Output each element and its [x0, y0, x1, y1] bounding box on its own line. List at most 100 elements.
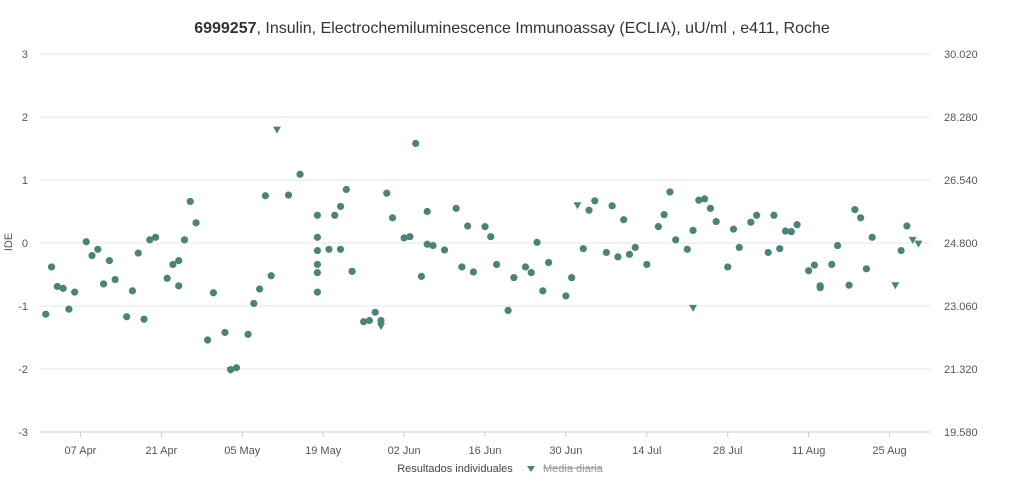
data-point[interactable] [666, 188, 674, 196]
daily-mean-marker[interactable] [891, 282, 900, 290]
data-point[interactable] [296, 170, 304, 178]
data-point[interactable] [423, 207, 431, 216]
data-point[interactable] [568, 274, 576, 282]
data-point[interactable] [365, 316, 374, 325]
data-point[interactable] [65, 305, 73, 313]
data-point[interactable] [845, 281, 853, 289]
data-point[interactable] [614, 253, 622, 261]
data-point[interactable] [464, 222, 472, 230]
data-point[interactable] [53, 282, 61, 291]
data-point[interactable] [539, 287, 547, 295]
data-point[interactable] [250, 299, 258, 308]
data-point[interactable] [423, 240, 431, 248]
data-point[interactable] [747, 218, 755, 226]
data-point[interactable] [400, 234, 408, 242]
data-point[interactable] [770, 211, 778, 219]
data-point[interactable] [620, 216, 628, 224]
data-point[interactable] [753, 211, 761, 219]
data-point[interactable] [562, 292, 570, 300]
data-point[interactable] [186, 197, 194, 206]
daily-mean-marker[interactable] [226, 367, 235, 375]
legend-item-individual[interactable]: Resultados individuales [397, 463, 513, 475]
data-point[interactable] [175, 257, 183, 265]
data-point[interactable] [417, 272, 426, 280]
data-point[interactable] [140, 315, 148, 323]
data-point[interactable] [313, 246, 322, 255]
data-point[interactable] [787, 228, 795, 236]
data-point[interactable] [701, 195, 709, 203]
data-point[interactable] [261, 192, 269, 200]
data-point[interactable] [313, 211, 322, 219]
data-point[interactable] [146, 236, 154, 244]
daily-mean-marker[interactable] [376, 323, 385, 331]
data-point[interactable] [631, 243, 639, 252]
data-point[interactable] [487, 233, 495, 241]
data-point[interactable] [510, 274, 518, 282]
data-point[interactable] [857, 214, 865, 222]
data-point[interactable] [533, 238, 541, 246]
data-point[interactable] [267, 272, 275, 280]
data-point[interactable] [203, 336, 212, 344]
data-point[interactable] [151, 233, 160, 241]
data-point[interactable] [643, 260, 651, 269]
data-point[interactable] [504, 306, 512, 315]
data-point[interactable] [776, 245, 784, 253]
daily-mean-marker[interactable] [689, 304, 698, 312]
data-point[interactable] [336, 202, 345, 211]
data-point[interactable] [192, 219, 200, 227]
data-point[interactable] [348, 267, 356, 275]
data-point[interactable] [608, 202, 616, 210]
data-point[interactable] [342, 185, 350, 194]
data-point[interactable] [94, 245, 102, 253]
data-point[interactable] [724, 263, 732, 271]
data-point[interactable] [325, 245, 333, 253]
data-point[interactable] [683, 245, 691, 253]
data-point[interactable] [862, 265, 871, 273]
data-point[interactable] [123, 313, 131, 321]
data-point[interactable] [458, 263, 466, 271]
data-point[interactable] [313, 269, 322, 277]
data-point[interactable] [764, 248, 772, 257]
data-point[interactable] [602, 248, 610, 257]
data-point[interactable] [388, 214, 397, 222]
data-point[interactable] [851, 206, 859, 214]
data-point[interactable] [360, 318, 368, 326]
data-point[interactable] [71, 288, 79, 296]
data-point[interactable] [209, 289, 217, 297]
data-point[interactable] [897, 246, 905, 255]
data-point[interactable] [412, 139, 420, 148]
data-point[interactable] [591, 197, 599, 205]
daily-mean-marker[interactable] [914, 240, 923, 248]
data-point[interactable] [128, 287, 137, 295]
data-point[interactable] [47, 263, 56, 271]
data-point[interactable] [452, 204, 460, 212]
data-point[interactable] [695, 196, 703, 204]
data-point[interactable] [527, 269, 535, 277]
data-point[interactable] [706, 204, 714, 212]
data-point[interactable] [284, 191, 293, 199]
data-point[interactable] [406, 233, 414, 241]
data-point[interactable] [868, 233, 876, 241]
data-point[interactable] [163, 274, 171, 282]
data-point[interactable] [331, 211, 339, 219]
data-point[interactable] [134, 249, 142, 257]
data-point[interactable] [175, 282, 183, 290]
data-point[interactable] [712, 217, 720, 226]
data-point[interactable] [689, 226, 697, 234]
data-point[interactable] [469, 268, 478, 276]
data-point[interactable] [82, 238, 90, 246]
data-point[interactable] [221, 328, 229, 337]
data-point[interactable] [336, 245, 345, 253]
data-point[interactable] [660, 211, 668, 219]
data-point[interactable] [735, 243, 743, 252]
data-point[interactable] [59, 284, 67, 292]
daily-mean-marker[interactable] [573, 202, 582, 210]
data-point[interactable] [105, 257, 113, 265]
data-point[interactable] [377, 316, 385, 325]
legend-item-daily-mean[interactable]: Media diaria [543, 463, 604, 475]
data-point[interactable] [672, 236, 680, 244]
data-point[interactable] [793, 221, 801, 229]
data-point[interactable] [585, 206, 593, 214]
data-point[interactable] [256, 285, 264, 293]
data-point[interactable] [521, 263, 530, 271]
